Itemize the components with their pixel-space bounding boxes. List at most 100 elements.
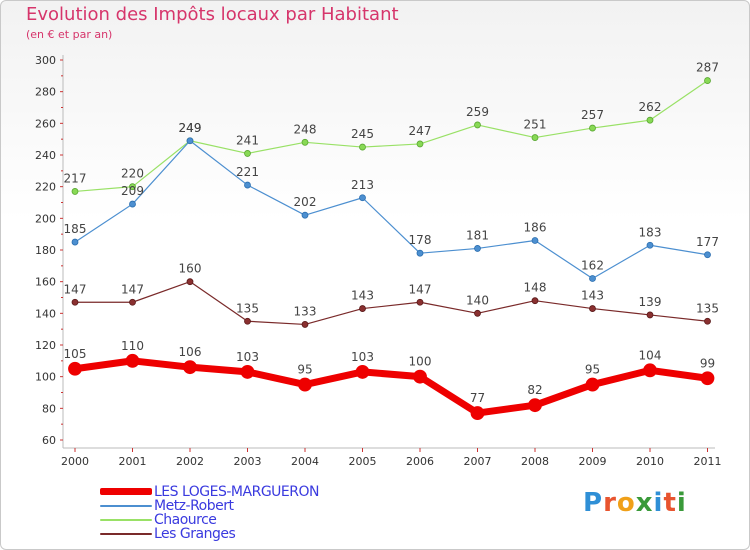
data-point-les-loges-margueron <box>183 360 197 375</box>
y-tick-label: 80 <box>42 402 56 415</box>
data-point-metz-robert <box>531 237 539 244</box>
data-point-les-loges-margueron <box>470 406 485 420</box>
data-point-metz-robert <box>416 249 424 257</box>
data-point-chaource <box>359 143 366 151</box>
data-point-les-loges-margueron <box>298 377 312 392</box>
data-point-les-loges-margueron <box>528 398 542 413</box>
y-tick-label: 120 <box>35 339 56 352</box>
legend-swatch <box>100 488 152 495</box>
data-point-chaource <box>531 134 539 141</box>
y-tick-label: 100 <box>35 371 56 384</box>
data-point-chaource <box>244 150 251 157</box>
data-label-chaource: 251 <box>524 118 547 132</box>
data-label-les-loges-margueron: 105 <box>64 347 87 361</box>
data-label-metz-robert: 213 <box>351 178 374 192</box>
y-tick-label: 280 <box>35 86 56 99</box>
data-label-metz-robert: 186 <box>524 221 547 235</box>
data-label-les-loges-margueron: 110 <box>121 339 144 353</box>
x-tick-label: 2000 <box>61 455 89 468</box>
data-label-les-loges-margueron: 106 <box>179 345 202 359</box>
data-point-chaource <box>301 138 309 146</box>
data-label-metz-robert: 185 <box>64 222 87 236</box>
x-tick-label: 2010 <box>636 455 664 468</box>
data-point-metz-robert <box>301 211 309 219</box>
data-label-chaource: 249 <box>179 121 202 135</box>
y-tick-label: 260 <box>35 117 56 130</box>
data-label-les-granges: 133 <box>294 304 317 318</box>
data-point-les-loges-margueron <box>125 353 140 368</box>
data-label-les-loges-margueron: 95 <box>585 363 600 377</box>
data-label-metz-robert: 183 <box>639 225 662 239</box>
logo-letter: r <box>603 488 617 518</box>
x-tick-label: 2003 <box>234 455 262 468</box>
series-line-chaource <box>74 79 709 193</box>
data-label-les-loges-margueron: 103 <box>236 350 259 364</box>
data-label-chaource: 241 <box>236 133 259 147</box>
x-tick-label: 2002 <box>176 455 204 468</box>
y-tick-label: 60 <box>42 434 56 447</box>
data-label-les-loges-margueron: 100 <box>409 355 432 369</box>
legend-swatch <box>100 519 152 521</box>
proxiti-logo: Proxiti <box>583 488 687 518</box>
data-point-les-granges <box>186 278 194 286</box>
data-point-les-loges-margueron <box>240 365 255 379</box>
legend-label: LES LOGES-MARGUERON <box>154 484 319 500</box>
data-label-chaource: 259 <box>466 105 489 119</box>
data-label-metz-robert: 181 <box>466 228 489 242</box>
data-label-chaource: 220 <box>121 167 144 181</box>
data-label-les-granges: 147 <box>409 282 432 296</box>
data-point-les-loges-margueron <box>68 361 82 376</box>
data-label-les-loges-margueron: 99 <box>700 356 715 370</box>
data-point-les-granges <box>71 298 79 306</box>
data-point-les-granges <box>589 305 596 312</box>
data-label-les-loges-margueron: 103 <box>351 350 374 364</box>
x-tick-label: 2001 <box>119 455 147 468</box>
data-point-les-granges <box>531 297 539 305</box>
series-line-les-loges-margueron <box>71 357 711 417</box>
data-point-les-granges <box>474 309 481 317</box>
legend-swatch <box>100 505 152 507</box>
data-label-les-granges: 147 <box>121 282 144 296</box>
data-label-les-granges: 139 <box>639 295 662 309</box>
y-tick-label: 200 <box>35 212 56 225</box>
data-label-les-granges: 143 <box>351 289 374 303</box>
data-point-les-loges-margueron <box>585 377 600 392</box>
data-point-chaource <box>416 140 424 148</box>
data-point-chaource <box>646 116 654 124</box>
series-line-les-granges <box>74 281 709 326</box>
logo-letter: x <box>635 488 654 518</box>
chart-subtitle: (en € et par an) <box>26 28 113 41</box>
data-label-les-granges: 160 <box>179 262 202 276</box>
data-point-les-granges <box>416 298 424 306</box>
data-point-chaource <box>704 77 711 84</box>
data-label-chaource: 247 <box>409 124 432 138</box>
x-tick-label: 2005 <box>349 455 377 468</box>
data-label-metz-robert: 202 <box>294 195 317 209</box>
logo-letter: P <box>583 488 604 518</box>
data-point-chaource <box>71 188 79 195</box>
data-label-metz-robert: 162 <box>581 259 604 273</box>
data-label-metz-robert: 177 <box>696 235 719 249</box>
data-label-chaource: 287 <box>696 61 719 75</box>
logo-letter: o <box>616 488 636 518</box>
data-point-metz-robert <box>646 241 654 249</box>
data-label-les-granges: 143 <box>581 289 604 303</box>
data-label-les-loges-margueron: 104 <box>639 348 662 362</box>
data-point-chaource <box>129 183 136 191</box>
data-point-les-granges <box>704 317 711 325</box>
legend-label: Les Granges <box>154 526 236 542</box>
data-label-metz-robert: 221 <box>236 165 259 179</box>
data-point-metz-robert <box>704 251 711 259</box>
data-label-metz-robert: 209 <box>121 184 144 198</box>
y-tick-label: 180 <box>35 244 56 257</box>
series-line-metz-robert <box>74 140 709 280</box>
data-label-les-loges-margueron: 82 <box>527 383 542 397</box>
data-label-chaource: 257 <box>581 108 604 122</box>
data-point-les-granges <box>301 321 309 328</box>
x-tick-label: 2009 <box>579 455 607 468</box>
data-point-les-granges <box>359 305 366 312</box>
data-label-les-loges-margueron: 77 <box>470 391 485 405</box>
x-tick-label: 2008 <box>521 455 549 468</box>
